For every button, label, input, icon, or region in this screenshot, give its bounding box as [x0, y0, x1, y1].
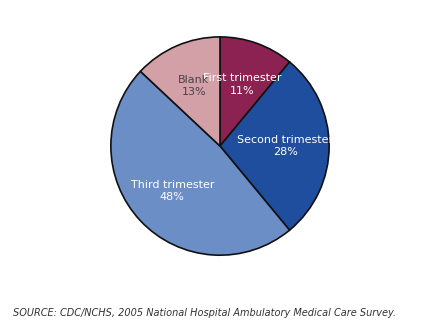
Text: Second trimester
28%: Second trimester 28%	[238, 135, 334, 157]
Text: Blank
13%: Blank 13%	[178, 75, 209, 97]
Text: SOURCE: CDC/NCHS, 2005 National Hospital Ambulatory Medical Care Survey.: SOURCE: CDC/NCHS, 2005 National Hospital…	[13, 308, 396, 318]
Wedge shape	[111, 71, 290, 255]
Text: Third trimester
48%: Third trimester 48%	[131, 180, 214, 202]
Wedge shape	[140, 37, 220, 146]
Wedge shape	[220, 37, 290, 146]
Text: First trimester
11%: First trimester 11%	[203, 73, 282, 96]
Wedge shape	[220, 62, 329, 230]
